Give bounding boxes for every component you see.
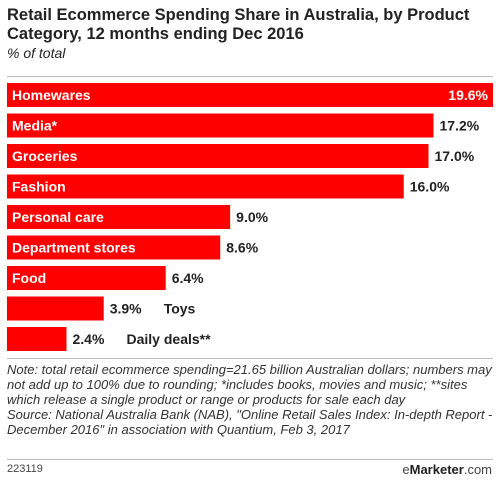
category-label-department-stores: Department stores <box>12 240 136 256</box>
value-label-daily-deals: 2.4% <box>73 331 105 347</box>
chart-title: Retail Ecommerce Spending Share in Austr… <box>7 6 470 43</box>
value-label-fashion: 16.0% <box>410 179 450 195</box>
value-label-groceries: 17.0% <box>435 148 475 164</box>
bar-fashion <box>7 174 404 199</box>
bar-media <box>7 113 434 138</box>
bar-homewares <box>7 83 493 107</box>
brand-name: Marketer <box>409 462 464 477</box>
bar-chart: Homewares 19.6% Media* 17.2% Groceries 17.0% F… <box>7 83 493 351</box>
value-label-toys: 3.9% <box>110 301 142 317</box>
chart-id: 223119 <box>7 463 43 475</box>
bar-personal-care <box>7 205 231 229</box>
category-label-groceries: Groceries <box>12 148 78 164</box>
category-label-homewares: Homewares <box>12 87 91 103</box>
emarketer-logo[interactable]: eMarketer.com <box>402 462 492 477</box>
bar-groceries <box>7 144 429 168</box>
brand-prefix: e <box>402 462 410 477</box>
bar-department-stores <box>7 235 221 260</box>
bar-toys <box>7 296 104 321</box>
category-label-media: Media* <box>12 118 58 134</box>
category-label-daily-deals: Daily deals** <box>127 331 212 347</box>
value-label-food: 6.4% <box>172 270 204 286</box>
bar-daily-deals <box>7 327 67 351</box>
note-text: Note: total retail ecommerce spending=21… <box>7 362 492 407</box>
chart-divider <box>7 358 493 359</box>
footer-divider <box>7 459 493 460</box>
value-label-media: 17.2% <box>439 118 479 134</box>
category-label-toys: Toys <box>164 301 196 317</box>
top-divider <box>7 76 493 77</box>
category-label-fashion: Fashion <box>12 179 66 195</box>
source-text: Source: National Australia Bank (NAB), "… <box>7 407 493 437</box>
chart-subtitle: % of total <box>7 45 66 61</box>
chart-notes: Note: total retail ecommerce spending=21… <box>7 362 495 437</box>
value-label-department-stores: 8.6% <box>226 240 258 256</box>
value-label-personal-care: 9.0% <box>236 209 268 225</box>
value-label-homewares: 19.6% <box>448 87 488 103</box>
category-label-personal-care: Personal care <box>12 209 104 225</box>
brand-suffix: .com <box>463 462 492 477</box>
category-label-food: Food <box>12 270 46 286</box>
bar-food <box>7 266 166 290</box>
